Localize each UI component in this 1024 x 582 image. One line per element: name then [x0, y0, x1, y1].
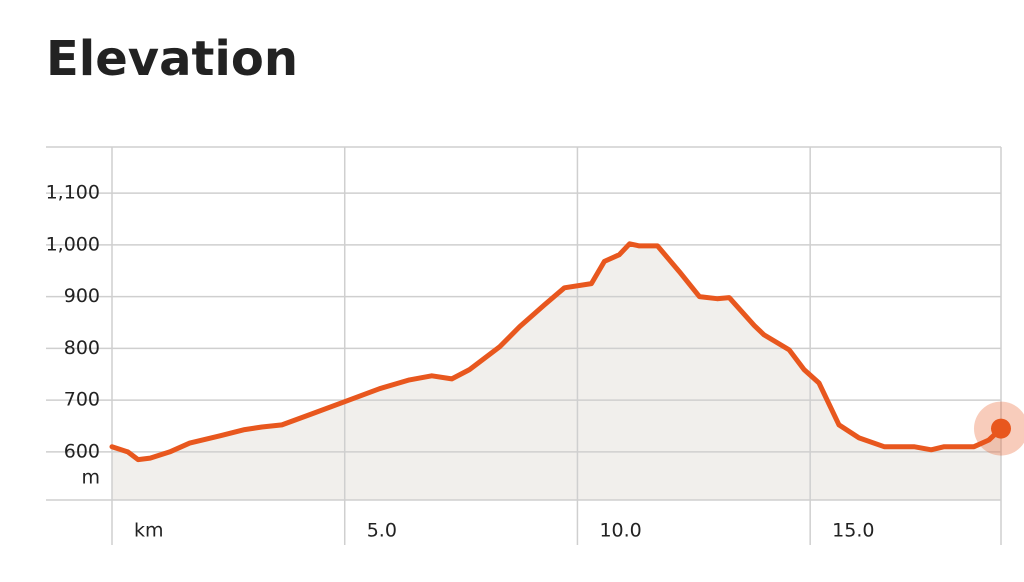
- x-tick-label: 5.0: [367, 520, 397, 542]
- x-tick-label: 10.0: [599, 520, 641, 542]
- area-fill: [112, 243, 1001, 501]
- y-tick-label: 1,000: [46, 233, 100, 255]
- y-tick-label: 600: [64, 440, 100, 462]
- x-tick-label: 15.0: [832, 520, 874, 542]
- y-tick-label: 700: [64, 389, 100, 411]
- y-axis-label: m: [81, 467, 100, 489]
- x-axis-label: km: [134, 520, 164, 542]
- y-tick-label: 800: [64, 337, 100, 359]
- end-marker: [991, 418, 1011, 439]
- y-tick-label: 900: [64, 285, 100, 307]
- chart-title: Elevation: [46, 31, 298, 87]
- elevation-line: [109, 241, 1004, 463]
- y-tick-label: 1,100: [46, 182, 100, 204]
